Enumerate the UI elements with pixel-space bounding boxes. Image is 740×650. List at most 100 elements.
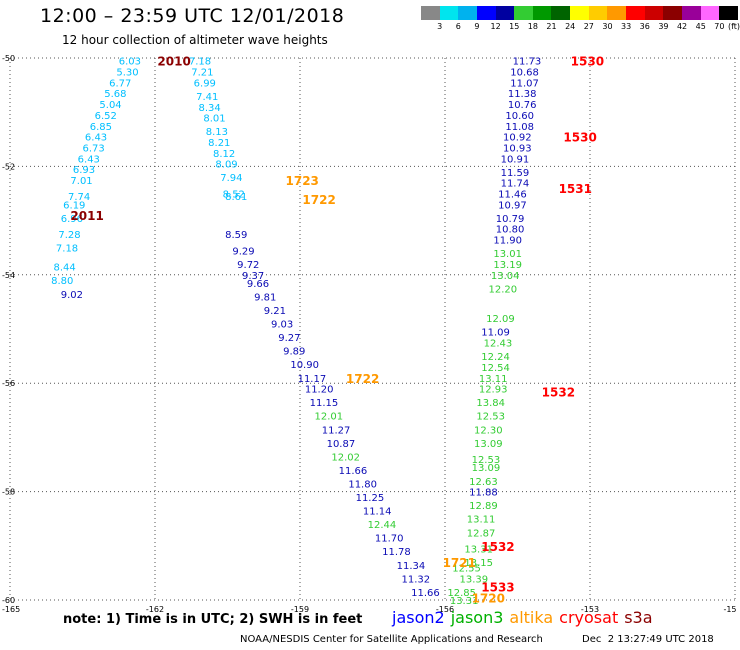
wave-height-value: 13.39: [460, 574, 489, 585]
wave-height-value: 10.79: [496, 214, 525, 225]
y-tick-label: -50: [2, 54, 15, 63]
color-scale-label: 24: [565, 22, 576, 31]
color-swatch: [681, 6, 701, 20]
color-scale-label: 36: [639, 22, 650, 31]
x-tick-label: -15: [723, 605, 736, 614]
wave-height-value: 10.87: [327, 439, 356, 450]
wave-height-value: 11.74: [501, 179, 530, 190]
x-tick-label: -153: [581, 605, 599, 614]
wave-height-value: 6.19: [63, 200, 85, 211]
wave-height-value: 13.84: [476, 398, 505, 409]
wave-height-value: 13.15: [464, 558, 493, 569]
wave-height-value: 9.03: [271, 320, 293, 331]
satellite-legend-cryosat: cryosat: [559, 608, 619, 627]
color-swatch: [495, 6, 515, 20]
wave-height-value: 12.02: [331, 452, 360, 463]
pass-time-label: 1533: [481, 580, 514, 594]
wave-height-value: 6.96: [61, 214, 83, 225]
wave-height-value: 5.68: [104, 89, 126, 100]
wave-height-value: 11.15: [310, 398, 339, 409]
wave-height-value: 11.07: [510, 78, 539, 89]
wave-height-value: 12.53: [472, 455, 501, 466]
wave-height-value: 9.02: [61, 290, 83, 301]
color-swatch: [626, 6, 645, 20]
wave-height-value: 13.04: [491, 271, 520, 282]
wave-height-value: 9.72: [237, 260, 259, 271]
wave-height-value: 10.60: [505, 111, 534, 122]
wave-height-value: 8.59: [225, 230, 247, 241]
wave-height-value: 11.38: [508, 89, 537, 100]
wave-height-value: 6.77: [109, 78, 131, 89]
wave-height-value: 11.80: [348, 479, 377, 490]
color-swatch: [644, 6, 664, 20]
y-tick-label: -52: [2, 162, 15, 171]
color-swatch: [570, 6, 589, 20]
wave-height-value: 11.20: [305, 385, 334, 396]
page-subtitle: 12 hour collection of altimeter wave hei…: [62, 33, 328, 47]
wave-height-value: 9.37: [242, 271, 264, 282]
color-swatch: [719, 6, 738, 20]
wave-height-value: 10.92: [503, 133, 532, 144]
wave-height-value: 6.52: [95, 111, 117, 122]
color-scale-label: 6: [455, 22, 461, 31]
wave-height-value: 13.11: [467, 515, 496, 526]
wave-height-value: 8.34: [199, 103, 221, 114]
satellite-legend: jason2 jason3 altika cryosat s3a: [392, 608, 659, 627]
wave-height-value: 7.74: [68, 192, 90, 203]
color-swatch: [551, 6, 571, 20]
color-scale-label: 45: [695, 22, 706, 31]
satellite-legend-s3a: s3a: [624, 608, 653, 627]
color-swatch: [607, 6, 627, 20]
wave-height-value: 11.08: [505, 122, 534, 133]
color-scale-label: 39: [658, 22, 669, 31]
wave-height-value: 12.85: [447, 588, 476, 599]
wave-height-value: 12.89: [469, 501, 498, 512]
wave-height-value: 7.18: [56, 244, 78, 255]
pass-time-label: 1723: [286, 174, 319, 188]
color-swatch: [588, 6, 608, 20]
color-scale-label: 27: [583, 22, 594, 31]
wave-height-value: 13.11: [479, 374, 508, 385]
wave-height-value: 12.55: [452, 563, 481, 574]
pass-time-label: 1530: [571, 55, 604, 69]
wave-height-value: 11.32: [402, 574, 431, 585]
x-tick-label: -159: [291, 605, 309, 614]
color-swatch: [663, 6, 682, 20]
wave-height-value: 6.85: [90, 122, 112, 133]
pass-time-label: 1531: [559, 182, 592, 196]
wave-height-value: 11.73: [513, 57, 542, 68]
wave-height-value: 11.14: [363, 507, 392, 518]
pass-time-label: 2011: [70, 209, 103, 223]
wave-height-value: 10.68: [510, 68, 539, 79]
wave-height-value: 13.19: [493, 260, 522, 271]
wave-height-value: 7.18: [189, 57, 211, 68]
wave-height-value: 12.01: [315, 412, 344, 423]
satellite-legend-jason3: jason3: [450, 608, 504, 627]
wave-height-value: 12.20: [489, 284, 518, 295]
wave-height-value: 8.52: [223, 190, 245, 201]
wave-height-value: 13.09: [472, 463, 501, 474]
wave-height-value: 11.66: [339, 466, 368, 477]
wave-height-value: 6.03: [119, 57, 141, 68]
wave-height-value: 10.91: [501, 154, 530, 165]
wave-height-value: 11.17: [298, 374, 327, 385]
wave-height-value: 11.09: [481, 328, 510, 339]
wave-height-value: 7.21: [191, 68, 213, 79]
pass-time-label: 1530: [563, 131, 596, 145]
pass-time-label: 1532: [542, 385, 575, 399]
wave-height-value: 12.63: [469, 477, 498, 488]
page-title: 12:00 – 23:59 UTC 12/01/2018: [40, 5, 345, 27]
color-scale-label: 3: [437, 22, 443, 31]
satellite-legend-jason2: jason2: [392, 608, 445, 627]
wave-height-value: 11.90: [493, 236, 522, 247]
generated-timestamp: Dec 2 13:27:49 UTC 2018: [582, 634, 714, 645]
wave-height-value: 8.44: [54, 263, 76, 274]
wave-height-value: 10.80: [496, 225, 525, 236]
wave-height-value: 11.27: [322, 425, 351, 436]
wave-height-value: 12.54: [481, 363, 510, 374]
wave-height-value: 7.41: [196, 92, 218, 103]
wave-height-value: 7.28: [58, 230, 80, 241]
wave-height-value: 13.31: [464, 545, 493, 556]
wave-height-value: 12.43: [484, 339, 513, 350]
wave-height-value: 11.34: [397, 561, 426, 572]
